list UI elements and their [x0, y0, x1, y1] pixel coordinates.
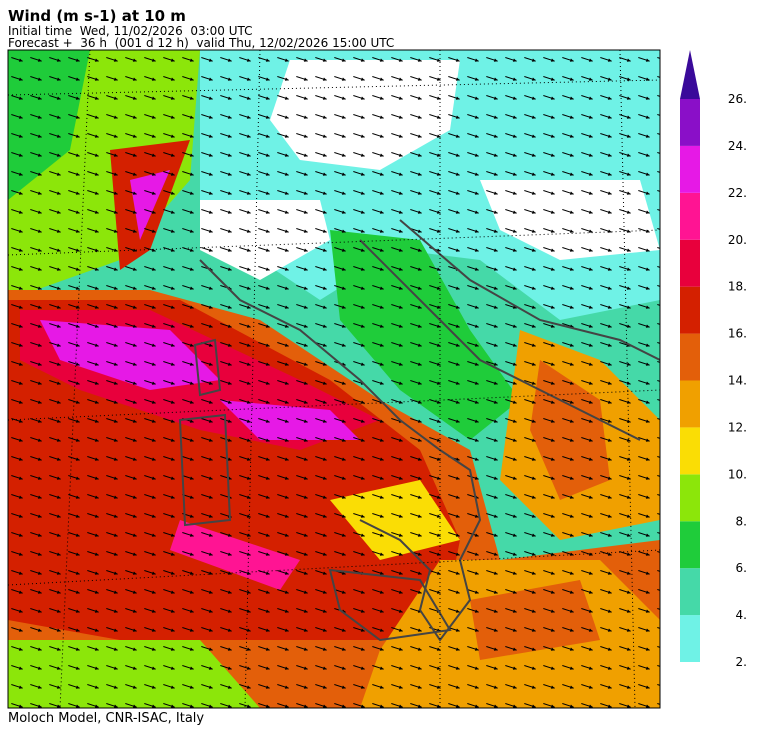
- colorbar-label: 18.: [728, 280, 747, 294]
- colorbar-segment: [680, 521, 700, 569]
- colorbar-label: 2.: [736, 655, 747, 669]
- footer: Moloch Model, CNR-ISAC, Italy: [8, 711, 204, 726]
- wind-map: [8, 50, 660, 708]
- colorbar-segment: [680, 286, 700, 334]
- colorbar-segment: [680, 427, 700, 475]
- forecast-time: Forecast + 36 h (001 d 12 h) valid Thu, …: [8, 36, 394, 50]
- title: Wind (m s-1) at 10 m: [8, 7, 186, 25]
- colorbar-label: 12.: [728, 420, 747, 434]
- initial-time: Initial time Wed, 11/02/2026 03:00 UTC: [8, 24, 253, 38]
- colorbar-segment: [680, 568, 700, 616]
- colorbar-segment: [680, 145, 700, 193]
- colorbar-segment: [680, 474, 700, 522]
- colorbar-label: 4.: [736, 608, 747, 622]
- colorbar-label: 16.: [728, 327, 747, 341]
- colorbar-extension: [680, 50, 700, 99]
- colorbar-label: 14.: [728, 374, 747, 388]
- colorbar-segment: [680, 239, 700, 287]
- colorbar-label: 10.: [728, 467, 747, 481]
- colorbar-segment: [680, 99, 700, 146]
- colorbar-label: 20.: [728, 233, 747, 247]
- colorbar-segment: [680, 192, 700, 240]
- colorbar-segment: [680, 615, 700, 662]
- colorbar-segment: [680, 380, 700, 428]
- colorbar-label: 22.: [728, 186, 747, 200]
- map-frame: [7, 49, 661, 709]
- colorbar-label: 6.: [736, 561, 747, 575]
- colorbar-segment: [680, 333, 700, 381]
- colorbar-label: 24.: [728, 139, 747, 153]
- colorbar: 2. 4. 6. 8. 10. 12. 14. 16. 18. 20. 22. 24. 26.: [680, 50, 747, 669]
- colorbar-label: 8.: [736, 514, 747, 528]
- colorbar-label: 26.: [728, 92, 747, 106]
